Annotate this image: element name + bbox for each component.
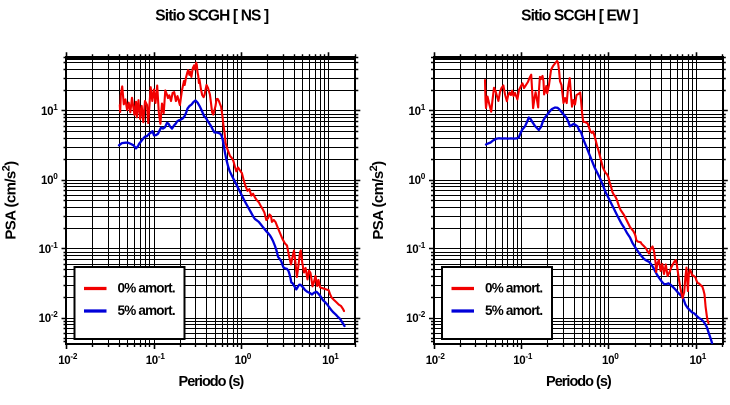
svg-text:PSA (cm/s2): PSA (cm/s2) [1, 161, 20, 240]
svg-text:Periodo (s): Periodo (s) [546, 374, 612, 390]
svg-text:PSA (cm/s2): PSA (cm/s2) [368, 161, 387, 240]
svg-text:Periodo (s): Periodo (s) [179, 374, 245, 390]
svg-text:5% amort.: 5% amort. [485, 303, 542, 318]
svg-text:0% amort.: 0% amort. [485, 281, 542, 296]
svg-text:0% amort.: 0% amort. [118, 281, 175, 296]
svg-text:Sitio SCGH [ NS ]: Sitio SCGH [ NS ] [155, 8, 269, 25]
svg-text:Sitio SCGH [ EW ]: Sitio SCGH [ EW ] [521, 8, 638, 25]
svg-text:5% amort.: 5% amort. [118, 303, 175, 318]
